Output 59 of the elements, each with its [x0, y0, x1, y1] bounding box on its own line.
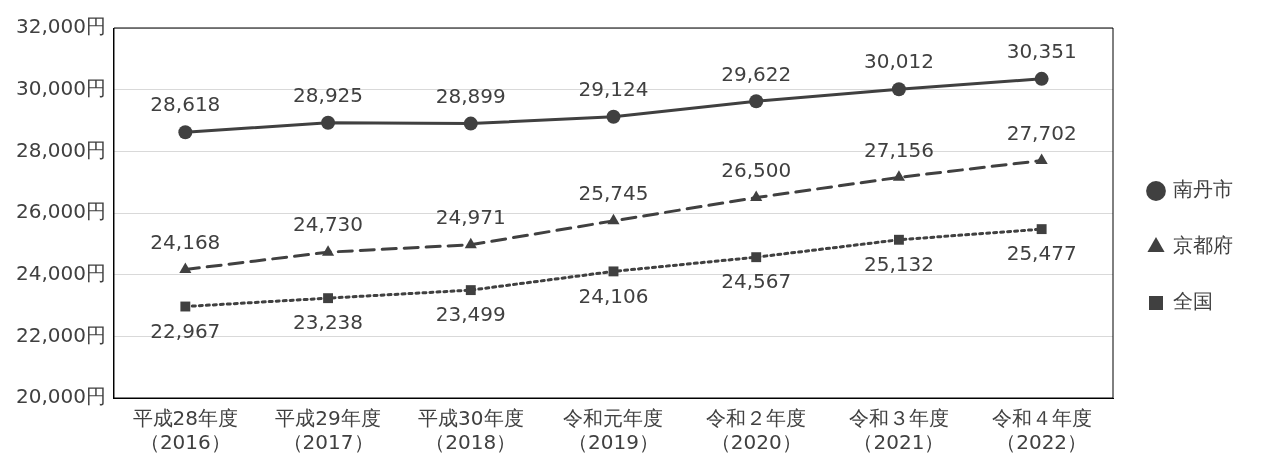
data-label: 23,238 [293, 310, 364, 335]
y-tick-label: 24,000円 [16, 260, 106, 285]
data-label: 26,500 [721, 157, 792, 182]
y-tick-label: 32,000円 [16, 14, 106, 39]
point [323, 293, 334, 304]
data-label: 29,622 [721, 61, 792, 86]
point [1036, 224, 1047, 235]
y-tick-label: 28,000円 [16, 137, 106, 162]
data-label: 24,168 [150, 229, 221, 254]
x-tick-label: 令和３年度（2021） [848, 406, 949, 455]
legend-label: 京都府 [1173, 233, 1233, 258]
point [463, 116, 478, 131]
point [179, 262, 192, 273]
point [465, 285, 476, 296]
x-tick-label: 令和２年度（2020） [706, 406, 807, 455]
data-label: 27,156 [863, 137, 934, 162]
data-label: 22,967 [150, 318, 221, 343]
point [321, 245, 335, 256]
point [321, 115, 336, 130]
point [749, 94, 764, 109]
point [178, 125, 193, 140]
data-label: 30,012 [863, 49, 934, 74]
point [891, 82, 906, 97]
y-tick-label: 26,000円 [16, 199, 106, 224]
data-label: 28,899 [435, 83, 506, 108]
point [180, 301, 191, 312]
x-tick-label: 令和元年度（2019） [563, 406, 664, 455]
data-label: 28,618 [150, 92, 221, 117]
point [751, 252, 762, 263]
data-label: 24,567 [721, 269, 792, 294]
data-label: 24,106 [578, 283, 649, 308]
y-tick-label: 30,000円 [16, 75, 106, 100]
point [608, 266, 619, 277]
data-label: 23,499 [435, 302, 506, 327]
point [1034, 71, 1049, 86]
data-label: 24,971 [435, 204, 506, 229]
data-label: 25,745 [578, 181, 649, 206]
data-label: 25,477 [1006, 241, 1077, 266]
data-label: 25,132 [863, 251, 934, 276]
point [892, 170, 905, 181]
legend-label: 南丹市 [1173, 177, 1233, 202]
point [607, 213, 620, 225]
point [606, 109, 621, 124]
data-label: 24,730 [293, 212, 364, 237]
data-label: 27,702 [1006, 120, 1077, 145]
legend-label: 全国 [1173, 289, 1213, 314]
y-tick-label: 22,000円 [16, 322, 106, 347]
data-label: 30,351 [1006, 39, 1077, 64]
x-tick-label: 平成29年度（2017） [275, 406, 381, 455]
point [464, 237, 477, 249]
x-tick-label: 令和４年度（2022） [991, 406, 1092, 455]
x-tick-label: 平成28年度（2016） [132, 406, 239, 455]
y-tick-label: 20,000円 [16, 384, 106, 409]
point [893, 234, 904, 245]
point [750, 190, 763, 202]
point [1035, 153, 1048, 165]
data-label: 29,124 [578, 76, 649, 101]
data-label: 28,925 [293, 83, 364, 108]
x-tick-label: 平成30年度（2018） [418, 406, 524, 455]
